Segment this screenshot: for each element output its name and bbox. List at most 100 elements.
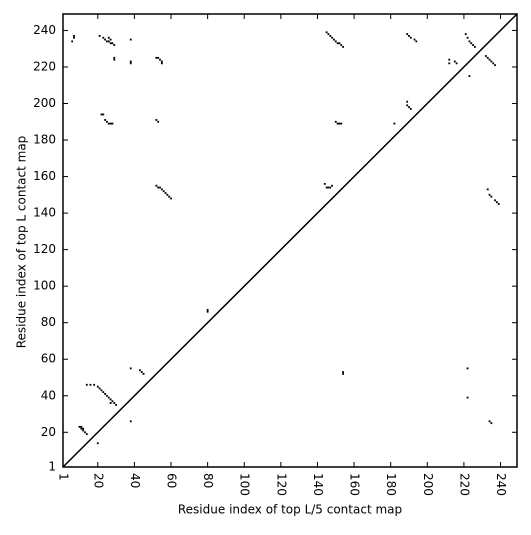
contact-point <box>80 425 83 428</box>
contact-point <box>342 45 345 48</box>
contact-point <box>393 122 396 125</box>
contact-point <box>142 372 145 375</box>
contact-point <box>336 42 339 45</box>
contact-point <box>327 186 330 189</box>
contact-point <box>113 58 116 61</box>
contact-point <box>488 58 491 61</box>
contact-point <box>140 371 143 373</box>
contact-point <box>468 40 471 43</box>
contact-point <box>106 40 108 43</box>
contact-point <box>155 119 158 121</box>
x-tick-label: 200 <box>421 473 435 496</box>
contact-point <box>406 104 409 107</box>
contact-point <box>138 369 141 372</box>
contact-point <box>486 56 489 59</box>
y-tick-label: 40 <box>41 388 56 402</box>
contact-point <box>107 122 110 125</box>
contact-point <box>466 396 469 399</box>
contact-point <box>73 36 75 39</box>
contact-point <box>80 427 83 430</box>
contact-point <box>455 62 458 65</box>
contact-point <box>453 60 456 63</box>
contact-point <box>157 120 160 123</box>
y-tick-label: 120 <box>33 242 56 256</box>
contact-point <box>329 186 332 189</box>
contact-point <box>71 40 74 43</box>
contact-point <box>115 403 118 406</box>
contact-point <box>157 56 160 59</box>
contact-point <box>490 60 493 63</box>
contact-point <box>166 193 169 196</box>
contact-point <box>406 33 409 36</box>
x-tick-label: 180 <box>384 473 398 496</box>
contact-point <box>408 106 410 109</box>
contact-point <box>111 400 114 403</box>
contact-point <box>85 433 88 436</box>
contact-point <box>488 420 491 423</box>
contact-point <box>73 35 75 37</box>
contact-point <box>409 36 412 39</box>
y-tick-label: 60 <box>41 352 56 366</box>
y-tick-label: 100 <box>33 279 56 293</box>
contact-point <box>84 431 86 434</box>
contact-point <box>82 429 85 432</box>
contact-point <box>104 393 107 395</box>
contact-point <box>89 383 92 386</box>
contact-point <box>323 182 326 185</box>
contact-point <box>338 122 341 125</box>
y-tick-label: 200 <box>33 96 56 110</box>
contact-point <box>206 310 209 313</box>
diagonal-line <box>62 13 518 468</box>
contact-point <box>107 36 110 39</box>
contact-point <box>104 38 107 41</box>
contact-point <box>473 45 476 48</box>
x-tick-label: 1 <box>57 473 71 481</box>
contact-point <box>409 108 412 110</box>
contact-point <box>111 122 114 125</box>
contact-point <box>342 371 345 373</box>
contact-point <box>488 193 491 196</box>
contact-point <box>206 308 209 311</box>
contact-point <box>107 396 110 399</box>
contact-point <box>102 36 105 39</box>
x-tick-label: 40 <box>128 473 142 488</box>
contact-point <box>448 58 451 61</box>
contact-point <box>472 44 474 46</box>
contact-point <box>111 42 114 45</box>
contact-point <box>159 186 161 189</box>
y-tick-label: 1 <box>48 460 56 474</box>
contact-point <box>336 122 339 125</box>
x-tick-label: 220 <box>457 473 471 496</box>
contact-point <box>495 201 498 204</box>
contact-point <box>109 122 112 125</box>
contact-point <box>494 199 496 202</box>
contact-point <box>107 40 110 43</box>
contact-point <box>415 40 418 43</box>
contact-point <box>494 64 496 67</box>
x-axis-label: Residue index of top L/5 contact map <box>178 503 402 517</box>
contact-point <box>109 42 112 45</box>
contact-point <box>102 391 105 394</box>
contact-point <box>340 44 343 46</box>
contact-point <box>490 195 493 198</box>
contact-point <box>106 120 108 123</box>
contact-point <box>109 402 112 404</box>
contact-point <box>170 197 172 200</box>
contact-point <box>325 31 328 34</box>
contact-point <box>466 367 469 370</box>
contact-point <box>490 422 493 425</box>
contact-point <box>334 40 337 43</box>
y-tick-label: 180 <box>33 133 56 147</box>
contact-point <box>464 33 467 36</box>
y-tick-label: 20 <box>41 425 56 439</box>
contact-point <box>406 100 409 103</box>
contact-point <box>100 389 103 392</box>
x-tick-label: 60 <box>165 473 179 488</box>
contact-point <box>497 203 500 205</box>
contact-point <box>327 33 330 36</box>
contact-point <box>113 402 116 404</box>
contact-point <box>109 398 112 401</box>
x-tick-label: 160 <box>348 473 362 496</box>
contact-point <box>486 188 489 191</box>
contact-point <box>98 35 101 37</box>
